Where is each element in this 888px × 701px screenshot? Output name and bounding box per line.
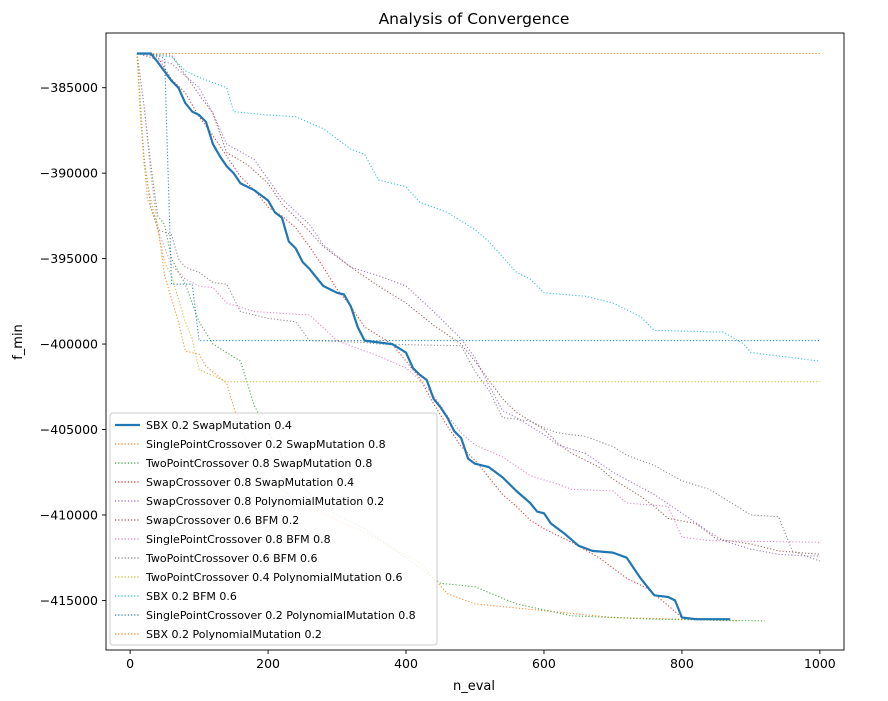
legend-frame	[109, 412, 438, 646]
series-line-11	[136, 52, 820, 342]
legend-entry-label: SBX 0.2 PolynomialMutation 0.2	[146, 628, 322, 641]
series-line-10	[136, 52, 820, 362]
plot-frame	[105, 32, 845, 651]
series-line-4	[136, 52, 710, 620]
legend-entry-label: TwoPointCrossover 0.6 BFM 0.6	[145, 552, 317, 565]
y-tick-label: −395000	[40, 251, 98, 266]
legend-entry-label: SwapCrossover 0.8 SwapMutation 0.4	[146, 476, 354, 489]
legend-entry-label: SinglePointCrossover 0.2 SwapMutation 0.…	[146, 438, 386, 451]
legend-entry-label: TwoPointCrossover 0.8 SwapMutation 0.8	[145, 457, 372, 470]
legend-entry-label: SwapCrossover 0.8 PolynomialMutation 0.2	[146, 495, 384, 508]
series-line-8	[136, 53, 821, 562]
x-tick-label: 200	[256, 656, 280, 671]
legend-entry-label: TwoPointCrossover 0.4 PolynomialMutation…	[145, 571, 403, 584]
chart-title: Analysis of Convergence	[379, 10, 570, 28]
legend-entry-label: SBX 0.2 BFM 0.6	[146, 590, 237, 603]
y-tick-label: −410000	[40, 507, 98, 522]
y-axis-ticks: −385000 −390000 −395000 −400000 −405000 −4100…	[40, 80, 106, 608]
x-tick-label: 800	[670, 656, 694, 671]
x-axis-ticks: 0 200 400 600 800 1000	[126, 650, 836, 671]
series-line-9	[136, 53, 820, 383]
series-line-1	[137, 52, 731, 621]
legend: SBX 0.2 SwapMutation 0.4 SinglePointCross…	[109, 412, 438, 646]
series-line-6	[136, 52, 820, 555]
x-axis-label: n_eval	[453, 679, 495, 694]
series-line-7	[136, 53, 820, 543]
y-tick-label: −405000	[40, 422, 98, 437]
legend-items: SBX 0.2 SwapMutation 0.4 SinglePointCross…	[115, 419, 416, 641]
x-tick-label: 600	[532, 656, 556, 671]
legend-entry-label: SwapCrossover 0.6 BFM 0.2	[146, 514, 299, 527]
x-tick-label: 400	[394, 656, 418, 671]
y-tick-label: −400000	[40, 337, 98, 352]
x-tick-label: 0	[126, 656, 134, 671]
series-layer	[136, 52, 821, 622]
y-tick-label: −390000	[40, 166, 98, 181]
y-tick-label: −415000	[40, 593, 98, 608]
x-tick-label: 1000	[804, 656, 836, 671]
legend-entry-label: SBX 0.2 SwapMutation 0.4	[146, 419, 292, 432]
y-axis-label: f_min	[11, 324, 26, 360]
legend-entry-label: SinglePointCrossover 0.2 PolynomialMutat…	[146, 609, 416, 622]
y-tick-label: −385000	[40, 80, 98, 95]
legend-entry-label: SinglePointCrossover 0.8 BFM 0.8	[146, 533, 331, 546]
